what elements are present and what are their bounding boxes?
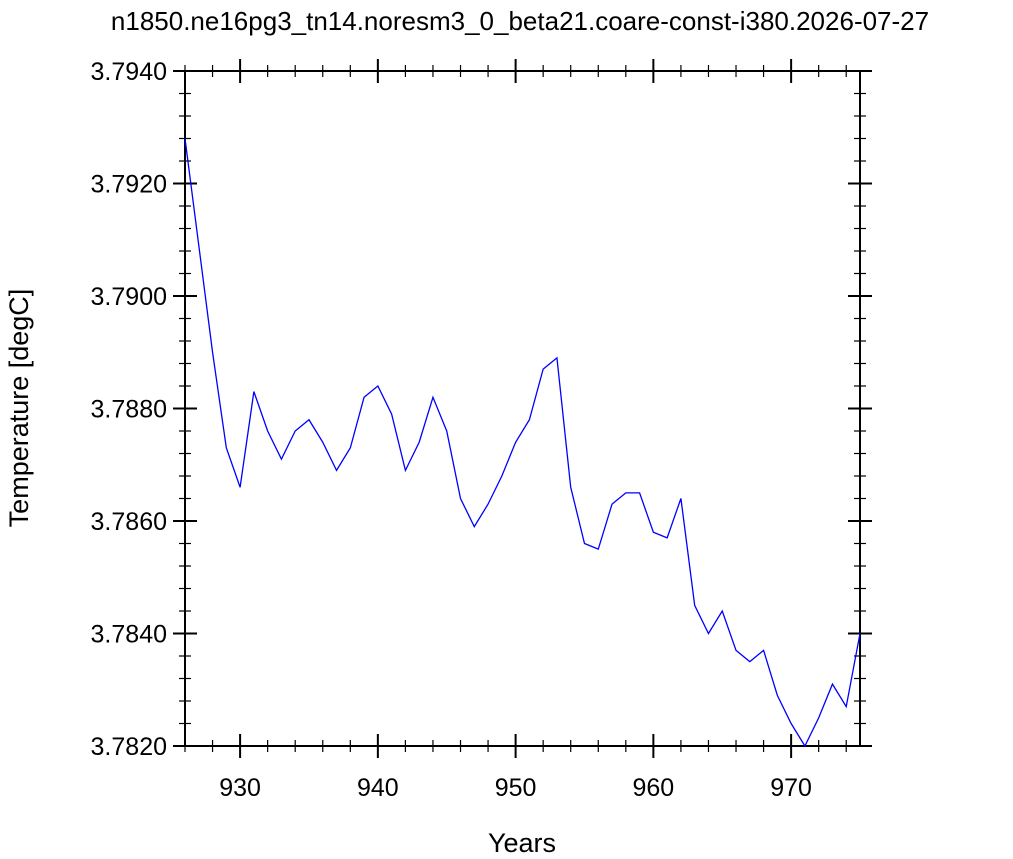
x-tick-label: 960 [633,774,675,802]
y-tick-label: 3.7920 [91,171,167,199]
y-tick-label: 3.7820 [91,733,167,761]
y-tick-label: 3.7940 [91,58,167,86]
axis-ticks [173,59,872,758]
plot-frame [184,70,861,747]
y-tick-labels: 3.7820 3.7840 3.7860 3.7880 3.7900 3.7920 3.79… [91,58,167,761]
y-axis-label: Temperature [degC] [4,289,34,528]
x-tick-label: 940 [357,774,399,802]
y-tick-label: 3.7860 [91,508,167,536]
y-tick-label: 3.7880 [91,396,167,424]
y-tick-label: 3.7840 [91,621,167,649]
series-line [184,138,861,748]
chart-title: n1850.ne16pg3_tn14.noresm3_0_beta21.coar… [111,6,929,36]
x-tick-labels: 930 940 950 960 970 [219,774,812,802]
x-tick-label: 930 [219,774,261,802]
x-tick-label: 950 [495,774,537,802]
x-tick-label: 970 [770,774,812,802]
y-tick-label: 3.7900 [91,283,167,311]
x-axis-label: Years [488,828,556,858]
